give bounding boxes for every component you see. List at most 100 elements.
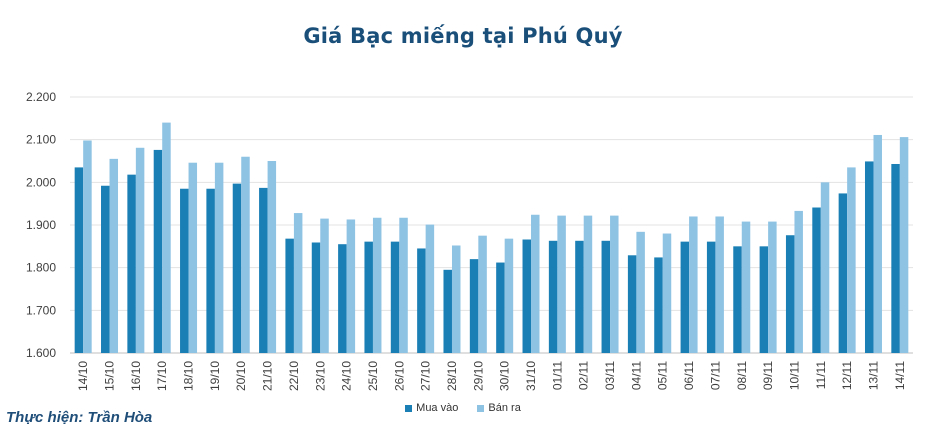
y-tick-label: 2.000 (26, 175, 56, 189)
x-tick-label: 26/10 (392, 361, 406, 391)
bar-mua-vao (74, 167, 84, 353)
x-tick-label: 24/10 (340, 361, 354, 391)
x-tick-label: 30/10 (498, 361, 512, 391)
bar-mua-vao (338, 244, 347, 353)
bar-mua-vao (127, 174, 136, 353)
bar-mua-vao (364, 241, 373, 353)
legend-item-mua-vao: Mua vào (405, 402, 458, 414)
x-tick-label: 19/10 (208, 361, 222, 391)
x-tick-label: 08/11 (735, 361, 749, 390)
y-axis-tick-labels: 1.600 1.700 1.800 1.900 2.000 2.100 2.200 (26, 90, 56, 360)
bar-ban-ra (899, 137, 909, 353)
bar-ban-ra (293, 213, 303, 353)
x-tick-label: 05/11 (656, 361, 670, 390)
bar-ban-ra (135, 147, 145, 353)
bar-ban-ra (372, 217, 382, 353)
bar-mua-vao (311, 242, 321, 353)
bar-mua-vao (864, 161, 874, 353)
x-tick-label: 11/11 (814, 361, 828, 390)
y-tick-label: 1.600 (26, 346, 56, 360)
bar-ban-ra (399, 217, 408, 353)
bar-mua-vao (627, 255, 637, 353)
x-tick-label: 16/10 (129, 361, 143, 391)
bar-mua-vao (548, 240, 558, 353)
bar-ban-ra (557, 215, 566, 353)
x-tick-label: 18/10 (182, 361, 196, 391)
bar-mua-vao (153, 149, 163, 353)
bar-mua-vao (469, 259, 479, 353)
bar-ban-ra (689, 216, 698, 353)
bar-ban-ra (109, 158, 119, 353)
chart-title: Giá Bạc miếng tại Phú Quý (303, 24, 623, 48)
bar-mua-vao (522, 239, 532, 353)
x-tick-label: 27/10 (419, 361, 433, 391)
x-tick-label: 12/11 (840, 361, 854, 390)
x-tick-label: 17/10 (155, 361, 169, 391)
y-tick-label: 2.200 (26, 90, 56, 104)
legend-swatch-ban-ra (477, 404, 485, 412)
bar-mua-vao (496, 262, 505, 353)
y-tick-label: 2.100 (26, 133, 56, 147)
x-tick-label: 28/10 (445, 361, 459, 391)
bar-ban-ra (162, 122, 171, 353)
x-tick-label: 14/11 (893, 361, 907, 390)
x-tick-label: 10/11 (787, 361, 801, 390)
bar-mua-vao (680, 241, 690, 353)
bar-mua-vao (180, 188, 189, 353)
bar-mua-vao (812, 207, 821, 353)
bar-mua-vao (575, 240, 584, 353)
bar-mua-vao (390, 241, 400, 353)
x-axis-tick-labels: 14/10 15/10 16/10 17/10 18/10 19/10 20/10 21/10… (76, 361, 907, 391)
bar-ban-ra (451, 245, 461, 353)
bar-ban-ra (320, 218, 329, 353)
bar-ban-ra (662, 233, 672, 353)
y-tick-label: 1.700 (26, 303, 56, 317)
bar-mua-vao (891, 163, 900, 353)
x-tick-label: 25/10 (366, 361, 380, 391)
bar-mua-vao (285, 238, 294, 353)
bar-ban-ra (820, 182, 830, 353)
bar-ban-ra (531, 214, 540, 353)
x-tick-label: 04/11 (629, 361, 643, 390)
legend-label-mua-vao: Mua vào (416, 402, 459, 415)
bar-mua-vao (759, 246, 769, 353)
x-tick-label: 15/10 (103, 361, 117, 391)
bar-mua-vao (206, 188, 215, 353)
bar-ban-ra (873, 134, 882, 353)
x-tick-label: 07/11 (708, 361, 722, 390)
x-tick-label: 31/10 (524, 361, 538, 391)
x-tick-label: 09/11 (761, 361, 775, 390)
bar-ban-ra (794, 210, 803, 353)
bar-ban-ra (636, 231, 645, 353)
bar-mua-vao (706, 241, 716, 353)
bar-ban-ra (241, 156, 250, 353)
legend-label-ban-ra: Bán ra (488, 402, 521, 415)
legend: Mua vào Bán ra (0, 402, 926, 414)
legend-item-ban-ra: Bán ra (477, 402, 521, 415)
bar-ban-ra (214, 162, 224, 353)
x-tick-label: 20/10 (234, 361, 248, 391)
bar-ban-ra (504, 238, 514, 353)
bar-ban-ra (346, 219, 356, 353)
y-tick-label: 1.900 (26, 218, 56, 232)
bar-ban-ra (425, 224, 435, 353)
x-tick-label: 23/10 (313, 361, 327, 391)
credit-text: Thực hiện: Trần Hòa (6, 409, 153, 426)
bar-ban-ra (267, 161, 277, 353)
bar-mua-vao (785, 235, 795, 353)
x-tick-label: 29/10 (471, 361, 485, 391)
bar-mua-vao (259, 187, 268, 353)
x-tick-label: 03/11 (603, 361, 617, 390)
bar-ban-ra (847, 167, 856, 353)
bar-ban-ra (768, 221, 777, 353)
x-tick-label: 13/11 (866, 361, 880, 390)
bar-mua-vao (601, 240, 611, 353)
x-tick-label: 01/11 (550, 361, 564, 390)
bar-mua-vao (443, 269, 452, 353)
bar-ban-ra (610, 215, 619, 353)
bar-mua-vao (733, 246, 742, 353)
y-tick-label: 1.800 (26, 261, 56, 275)
bar-ban-ra (188, 162, 198, 353)
bar-mua-vao (232, 183, 242, 353)
